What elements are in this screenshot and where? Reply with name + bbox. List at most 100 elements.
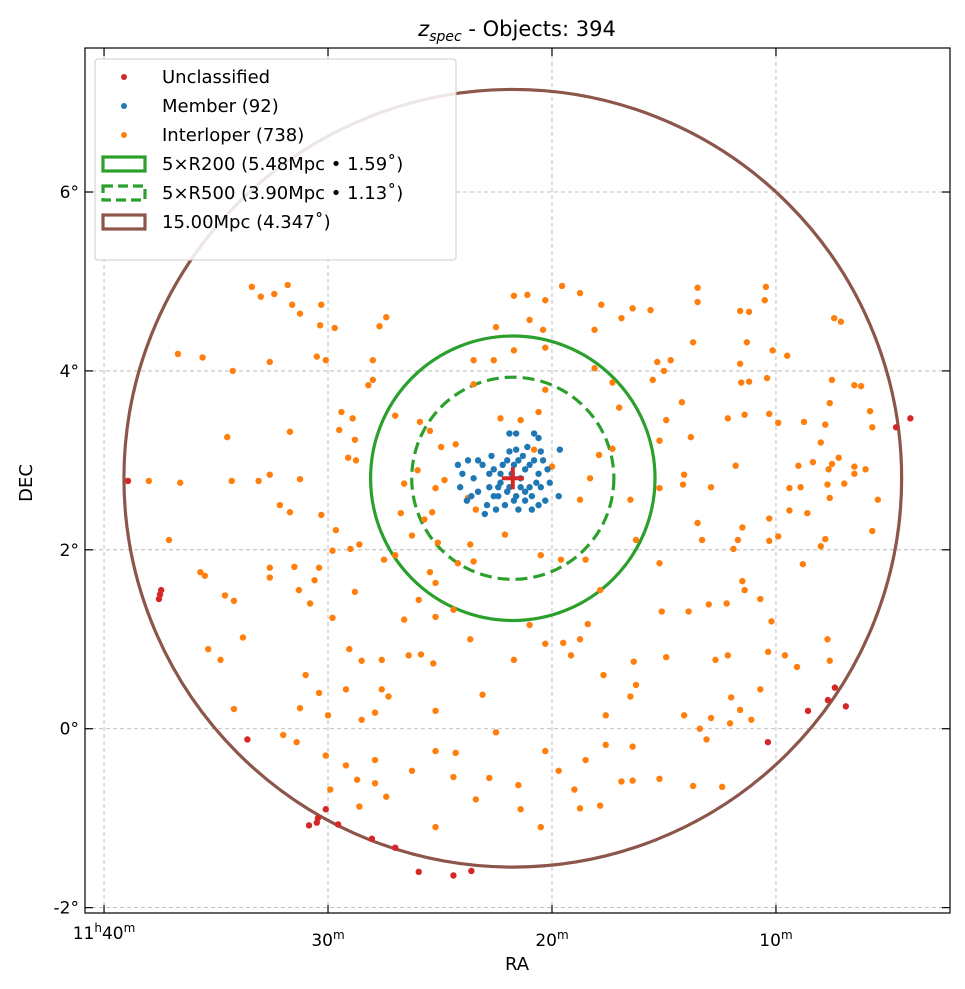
data-point [356,541,363,548]
data-point [492,729,500,736]
data-point [804,707,812,715]
data-point [280,731,287,739]
data-point [851,382,858,389]
data-point [515,457,522,464]
data-point [392,412,399,419]
data-point [793,663,801,671]
data-point [492,323,500,331]
data-point [528,506,536,513]
data-point [533,479,540,486]
data-point [723,600,730,607]
data-point [698,536,706,544]
data-point [689,339,697,346]
data-point [501,531,509,538]
data-point [584,620,592,628]
data-point [804,509,811,517]
data-point [383,314,390,321]
data-point [591,365,598,372]
data-point [602,741,609,749]
y-tick-label: -2° [54,899,79,919]
data-point [353,776,361,783]
data-point [324,712,332,719]
data-point [738,379,745,386]
data-point [763,374,771,382]
data-point [322,806,329,813]
data-point [474,488,482,495]
data-point [521,497,529,504]
data-point [371,756,379,764]
data-point [459,470,466,477]
data-point [761,297,768,304]
data-point [828,376,836,384]
data-point [510,292,518,299]
data-point [296,704,304,712]
data-point [296,310,304,317]
data-point [488,452,495,460]
data-point [647,306,654,314]
data-point [452,749,459,757]
data-point [526,461,533,469]
data-point [497,470,504,477]
data-point [472,506,480,513]
data-point [869,424,876,431]
data-point [199,354,206,361]
data-point [800,418,808,426]
data-point [775,533,782,540]
data-point [416,418,424,426]
data-point [539,326,547,333]
legend-label: 5×R500 (3.90Mpc • 1.13˚) [162,183,403,204]
data-point [632,681,640,689]
data-point [757,595,764,603]
data-point [490,492,497,500]
data-point [306,600,314,607]
data-point [629,743,636,750]
data-point [656,775,663,783]
data-point [204,645,212,653]
data-point [332,526,340,534]
data-point [537,823,544,831]
data-point [305,822,313,829]
data-point [649,376,656,384]
data-point [266,358,273,366]
data-point [837,318,845,325]
data-point [703,736,710,743]
data-point [397,509,405,517]
data-point [892,424,900,431]
data-point [369,376,377,384]
data-point [266,471,273,478]
data-point [817,543,824,550]
data-point [468,492,475,500]
data-point [432,707,439,715]
data-point [400,616,408,623]
data-point [329,614,336,622]
y-tick-label: 4° [60,362,79,382]
data-point [707,714,715,722]
data-point [824,481,831,488]
y-tick-label: 6° [60,183,79,203]
data-point [826,399,833,407]
data-point [739,577,746,585]
data-point [470,475,477,482]
data-point [230,597,238,605]
data-point [430,660,437,667]
data-point [302,671,309,679]
data-point [432,484,439,492]
data-point [831,684,839,691]
data-point [542,640,549,647]
data-point [426,568,434,576]
data-point [555,767,562,774]
data-point [762,283,770,291]
data-point [595,451,603,459]
data-point [825,466,832,473]
data-point [316,322,324,329]
data-point [615,404,623,411]
data-point [266,564,273,571]
data-point [786,484,793,492]
data-point [535,408,542,416]
data-point [576,805,584,812]
data-point [694,519,701,527]
chart-title: zspec - Objects: 394 [417,17,616,45]
data-point [517,484,524,491]
data-point [506,448,513,455]
data-point [239,634,247,641]
